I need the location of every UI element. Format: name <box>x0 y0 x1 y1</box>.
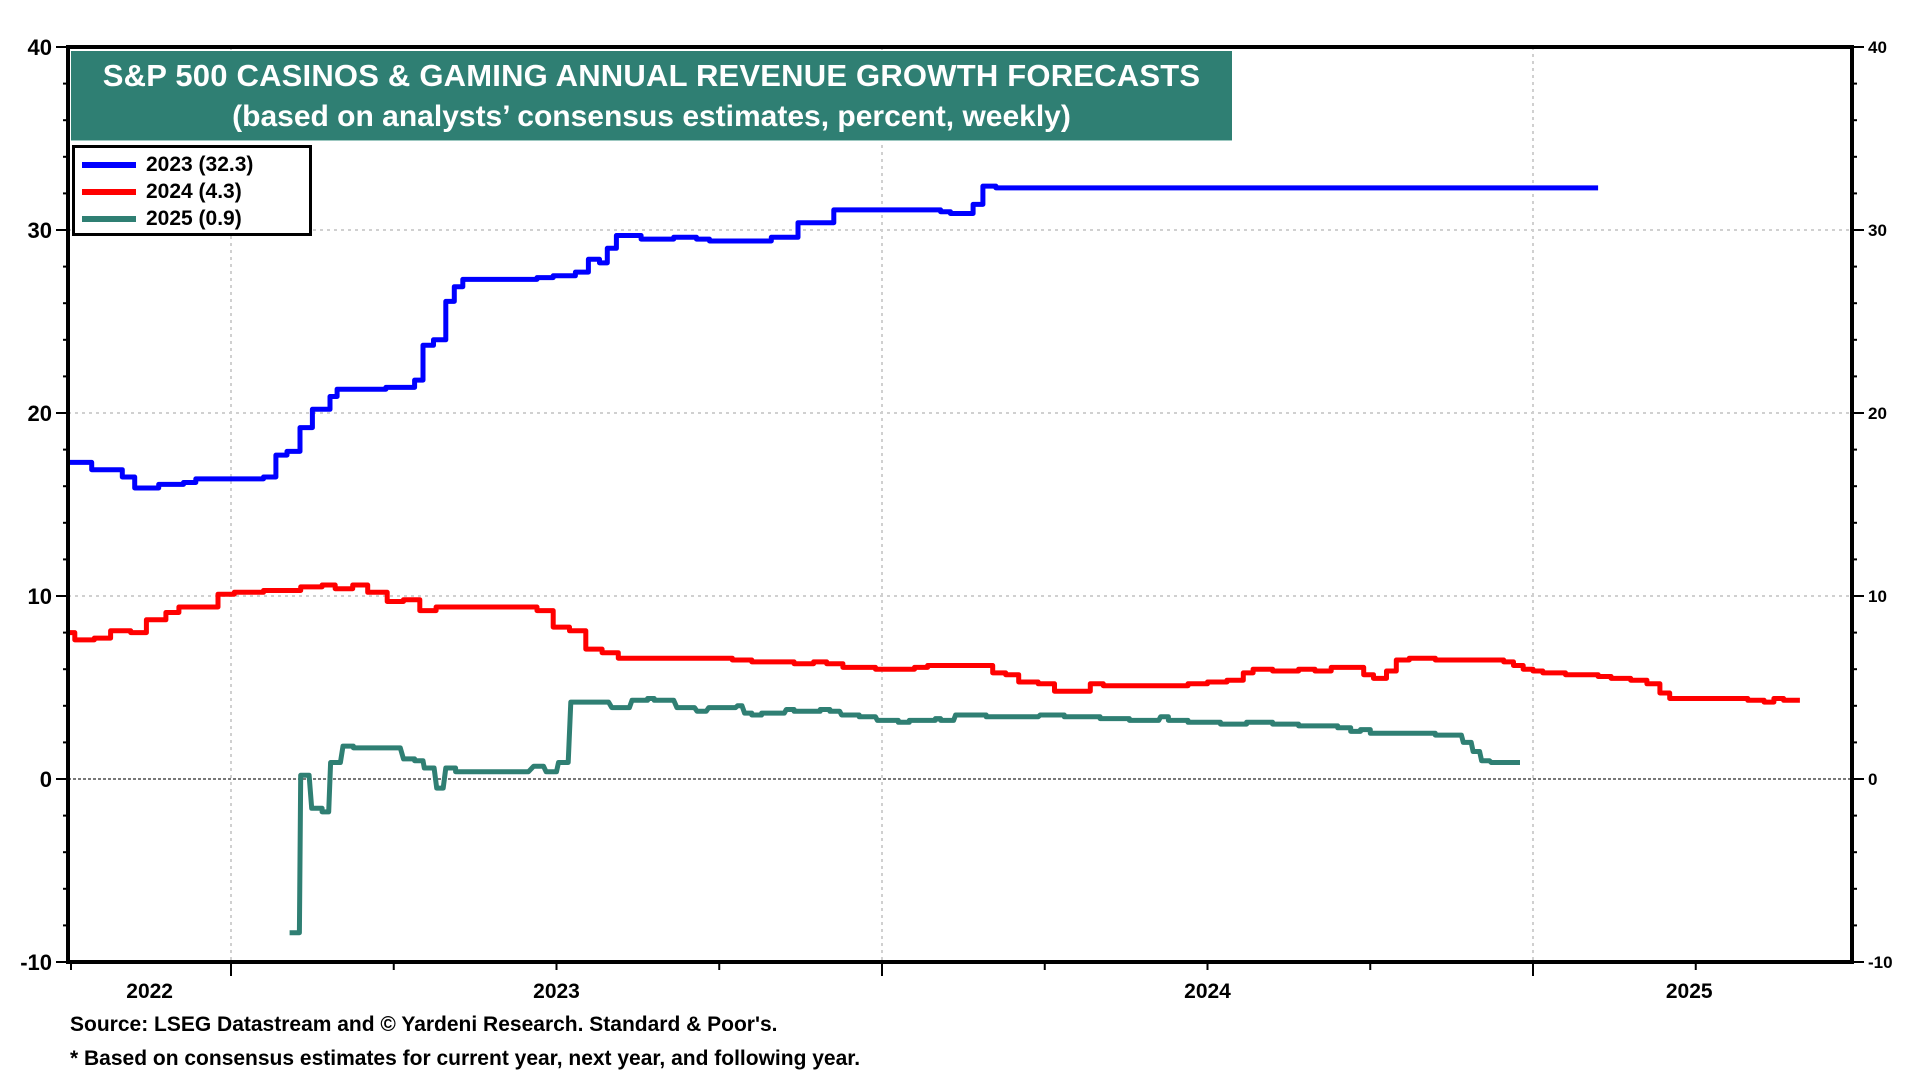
y-tick-label-left: 30 <box>28 218 52 243</box>
legend-label: 2024 (4.3) <box>146 179 242 203</box>
axes: -10 0 10 20 30 40 -10 0 10 20 30 40 2022 2023 2024 2025 <box>20 35 1892 1003</box>
grid <box>68 47 1852 962</box>
source-note: Source: LSEG Datastream and © Yardeni Re… <box>70 1013 778 1036</box>
x-tick-label: 2023 <box>533 980 580 1003</box>
legend-swatch-2024 <box>82 188 136 195</box>
y-tick-label-left: 40 <box>28 35 52 60</box>
legend-label: 2023 (32.3) <box>146 152 254 176</box>
series-line-2025 <box>289 696 1520 936</box>
y-tick-label-right: 0 <box>1868 770 1877 789</box>
y-tick-label-left: 0 <box>40 767 52 792</box>
chart-subtitle: (based on analysts’ consensus estimates,… <box>232 100 1071 133</box>
y-tick-label-right: -10 <box>1868 953 1893 972</box>
plot-frame <box>66 45 1854 964</box>
y-tick-label-right: 10 <box>1868 587 1887 606</box>
y-tick-label-right: 40 <box>1868 38 1887 57</box>
legend-item: 2024 (4.3) <box>75 178 309 205</box>
y-tick-label-left: 10 <box>28 584 52 609</box>
y-tick-label-right: 20 <box>1868 404 1887 423</box>
chart-title-box: S&P 500 CASINOS & GAMING ANNUAL REVENUE … <box>71 51 1232 141</box>
x-tick-label: 2024 <box>1184 980 1231 1003</box>
x-tick-label: 2022 <box>126 980 173 1003</box>
y-tick-label-left: 20 <box>28 401 52 426</box>
legend-label: 2025 (0.9) <box>146 206 242 230</box>
chart-title: S&P 500 CASINOS & GAMING ANNUAL REVENUE … <box>102 58 1201 93</box>
series-layer <box>68 183 1800 936</box>
x-tick-label: 2025 <box>1666 980 1713 1003</box>
legend: 2023 (32.3) 2024 (4.3) 2025 (0.9) <box>72 145 312 236</box>
legend-swatch-2023 <box>82 161 136 168</box>
series-line-2024 <box>68 582 1800 705</box>
y-tick-label-left: -10 <box>20 950 52 975</box>
legend-swatch-2025 <box>82 215 136 222</box>
legend-item: 2023 (32.3) <box>75 151 309 178</box>
footnote: * Based on consensus estimates for curre… <box>70 1047 861 1070</box>
legend-item: 2025 (0.9) <box>75 205 309 232</box>
series-line-2023 <box>68 183 1599 491</box>
y-tick-label-right: 30 <box>1868 221 1887 240</box>
